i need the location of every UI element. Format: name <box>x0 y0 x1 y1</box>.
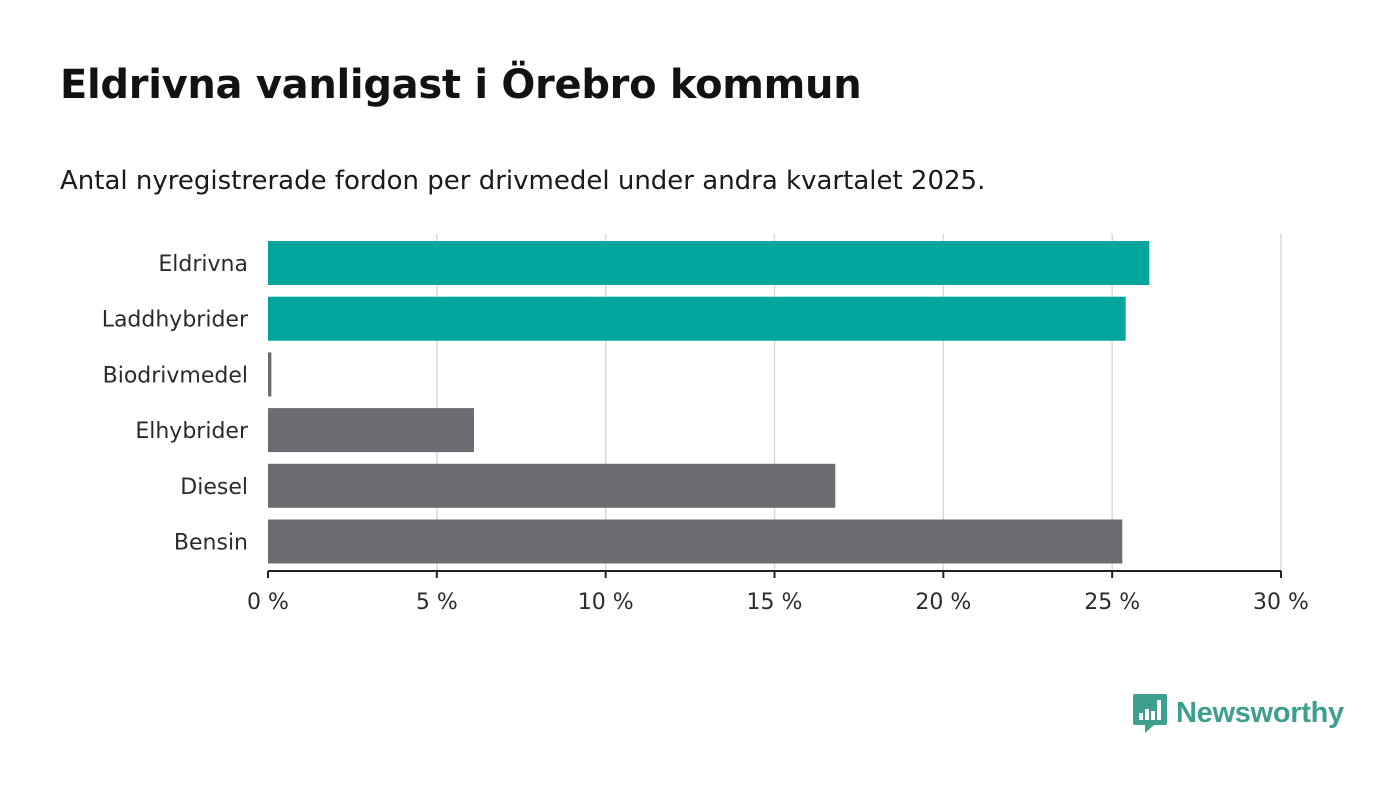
bar <box>268 519 1123 564</box>
bar <box>268 408 474 453</box>
brand-name: Newsworthy <box>1176 696 1344 729</box>
x-tick-label: 25 % <box>1084 590 1140 615</box>
x-tick-label: 0 % <box>247 590 289 615</box>
x-tick-label: 10 % <box>578 590 634 615</box>
category-label: Elhybrider <box>135 419 249 444</box>
x-tick-label: 5 % <box>416 590 458 615</box>
chart-subtitle: Antal nyregistrerade fordon per drivmede… <box>60 166 986 196</box>
chart-title: Eldrivna vanligast i Örebro kommun <box>60 62 862 108</box>
newsworthy-logo: Newsworthy <box>1132 692 1344 734</box>
bar-chart-bubble-icon <box>1133 694 1167 733</box>
category-label: Laddhybrider <box>102 308 249 333</box>
x-tick-label: 15 % <box>747 590 803 615</box>
category-label: Eldrivna <box>158 252 248 277</box>
x-tick-label: 30 % <box>1253 590 1309 615</box>
category-label: Biodrivmedel <box>103 363 248 388</box>
bar <box>268 296 1126 341</box>
bar <box>268 241 1150 285</box>
bar <box>268 352 272 397</box>
x-tick-label: 20 % <box>915 590 971 615</box>
category-label: Diesel <box>180 475 248 500</box>
bar <box>268 463 836 508</box>
category-label: Bensin <box>174 531 248 556</box>
